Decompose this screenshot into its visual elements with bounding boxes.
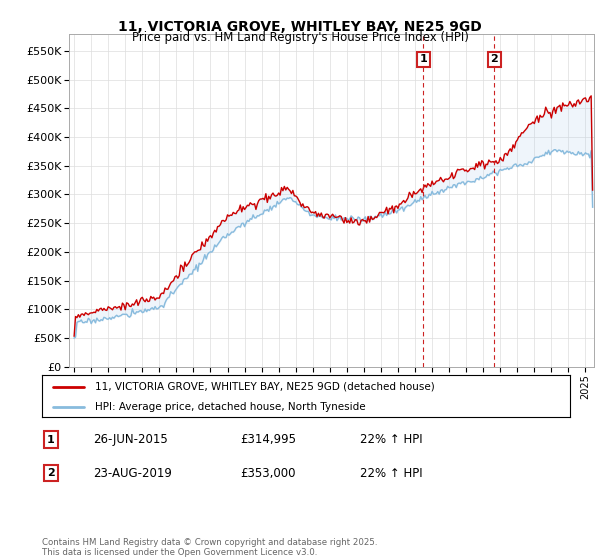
- Text: 23-AUG-2019: 23-AUG-2019: [93, 466, 172, 480]
- Text: Price paid vs. HM Land Registry's House Price Index (HPI): Price paid vs. HM Land Registry's House …: [131, 31, 469, 44]
- Text: 2: 2: [47, 468, 55, 478]
- Text: HPI: Average price, detached house, North Tyneside: HPI: Average price, detached house, Nort…: [95, 402, 365, 412]
- Text: 26-JUN-2015: 26-JUN-2015: [93, 433, 168, 446]
- Text: 1: 1: [419, 54, 427, 64]
- Text: 11, VICTORIA GROVE, WHITLEY BAY, NE25 9GD: 11, VICTORIA GROVE, WHITLEY BAY, NE25 9G…: [118, 20, 482, 34]
- Text: £353,000: £353,000: [240, 466, 296, 480]
- Text: 11, VICTORIA GROVE, WHITLEY BAY, NE25 9GD (detached house): 11, VICTORIA GROVE, WHITLEY BAY, NE25 9G…: [95, 382, 434, 392]
- Text: 2: 2: [490, 54, 498, 64]
- Text: Contains HM Land Registry data © Crown copyright and database right 2025.
This d: Contains HM Land Registry data © Crown c…: [42, 538, 377, 557]
- Text: 22% ↑ HPI: 22% ↑ HPI: [360, 433, 422, 446]
- Text: 22% ↑ HPI: 22% ↑ HPI: [360, 466, 422, 480]
- Text: £314,995: £314,995: [240, 433, 296, 446]
- Text: 1: 1: [47, 435, 55, 445]
